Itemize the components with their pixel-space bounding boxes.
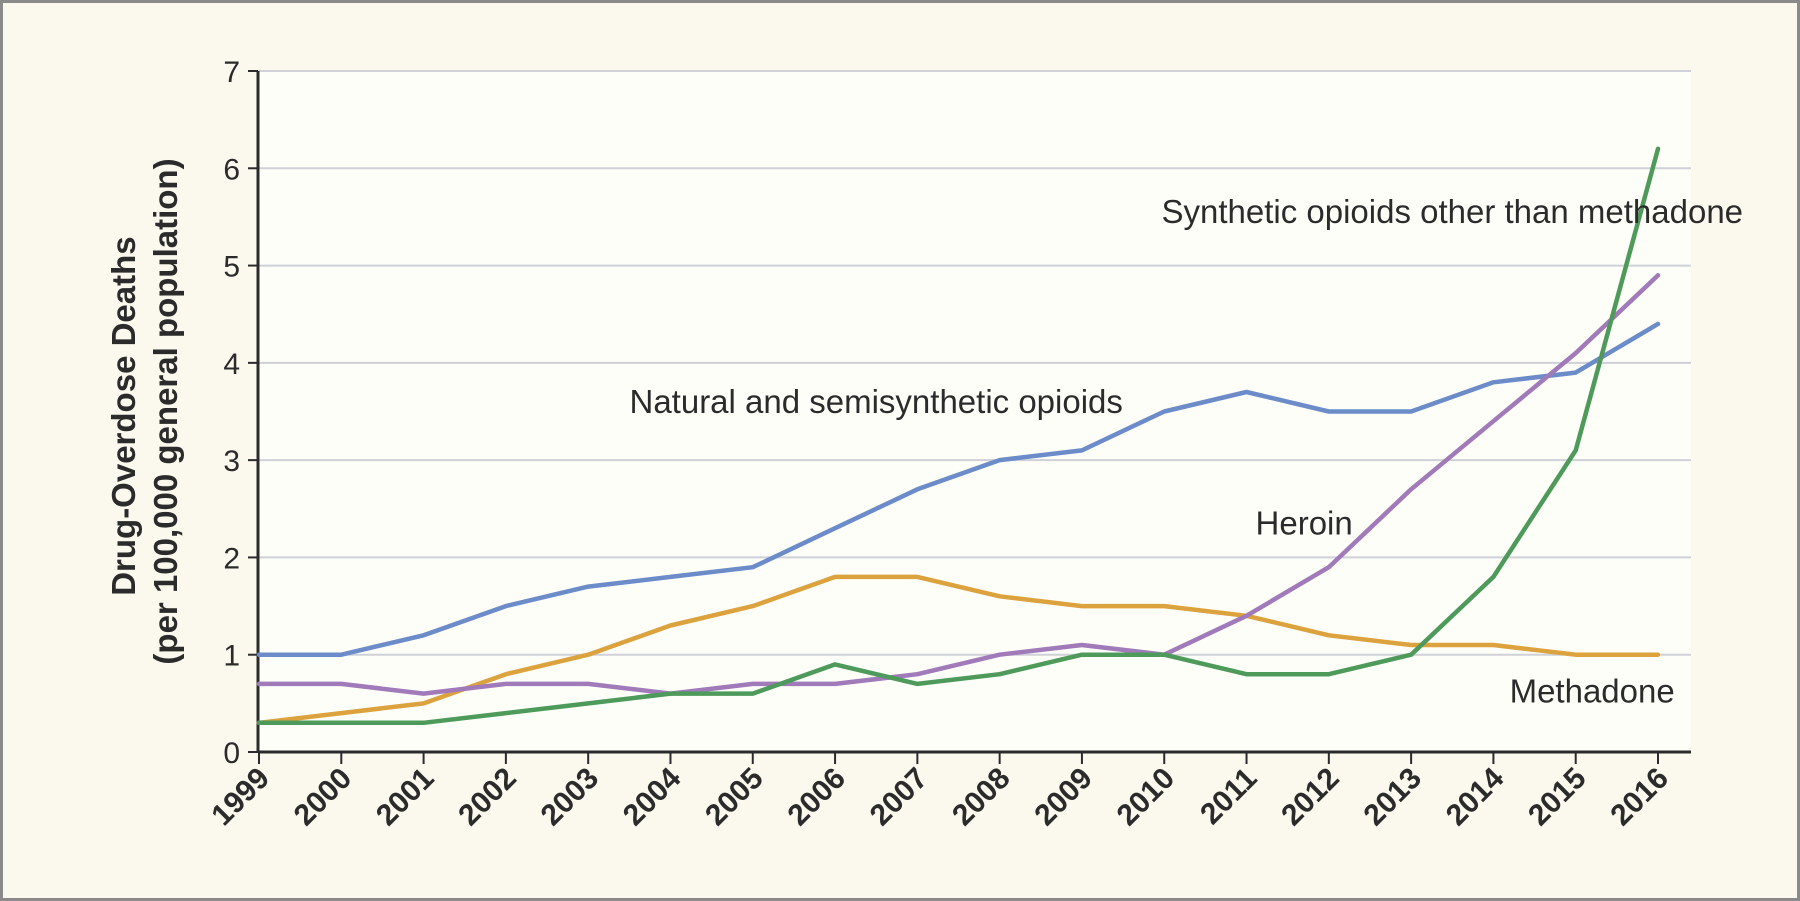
y-tick-label: 1 xyxy=(223,640,240,673)
x-tick-label: 2001 xyxy=(370,762,441,833)
x-tick-label: 2011 xyxy=(1194,762,1263,831)
y-axis-label-line-2: (per 100,000 general population) xyxy=(147,158,184,664)
x-tick-label: 2013 xyxy=(1358,762,1429,833)
x-tick-label: 2003 xyxy=(535,762,606,833)
x-tick-label: 2008 xyxy=(946,762,1017,833)
x-tick-label: 2010 xyxy=(1111,762,1182,833)
x-tick-label: 2002 xyxy=(452,762,523,833)
x-tick-label: 2004 xyxy=(617,761,688,832)
series-annotation: Heroin xyxy=(1256,504,1353,541)
x-tick-label: 2009 xyxy=(1028,762,1099,833)
x-tick-label: 2014 xyxy=(1440,761,1511,832)
series-line xyxy=(256,574,1661,726)
y-tick-label: 3 xyxy=(223,445,240,478)
y-tick-label: 4 xyxy=(223,348,240,381)
axes xyxy=(256,71,1691,754)
y-axis-label-line-1: Drug-Overdose Deaths xyxy=(105,236,142,595)
series-annotation: Methadone xyxy=(1510,673,1675,710)
series-annotation: Synthetic opioids other than methadone xyxy=(1161,193,1743,230)
x-tick-label: 2000 xyxy=(288,762,359,833)
y-axis-ticks: 0 1 2 3 4 5 6 7 xyxy=(223,56,258,770)
y-tick-label: 6 xyxy=(223,153,240,186)
series-lines xyxy=(256,146,1661,726)
gridlines xyxy=(258,70,1691,656)
x-tick-label: 2007 xyxy=(864,762,935,833)
x-axis-ticks: 1999 2000 2001 2002 2003 2004 2005 2006 2007 2008… xyxy=(205,752,1675,832)
x-tick-label: 2016 xyxy=(1604,762,1675,833)
x-tick-label: 2005 xyxy=(699,762,770,833)
series-annotation: Natural and semisynthetic opioids xyxy=(629,383,1122,420)
series-line xyxy=(256,321,1661,657)
y-tick-label: 7 xyxy=(223,56,240,89)
y-tick-label: 5 xyxy=(223,251,240,284)
x-tick-label: 2015 xyxy=(1522,762,1593,833)
plot-area xyxy=(258,71,1691,752)
x-tick-label: 2006 xyxy=(781,762,852,833)
series-line xyxy=(256,146,1661,726)
y-tick-label: 0 xyxy=(223,737,240,770)
series-annotations: Synthetic opioids other than methadone Na… xyxy=(629,193,1743,710)
x-tick-label: 2012 xyxy=(1275,762,1346,833)
y-tick-label: 2 xyxy=(223,542,240,575)
series-line xyxy=(256,273,1661,696)
x-tick-label: 1999 xyxy=(205,762,276,833)
y-axis-label: Drug-Overdose Deaths (per 100,000 genera… xyxy=(105,158,184,664)
